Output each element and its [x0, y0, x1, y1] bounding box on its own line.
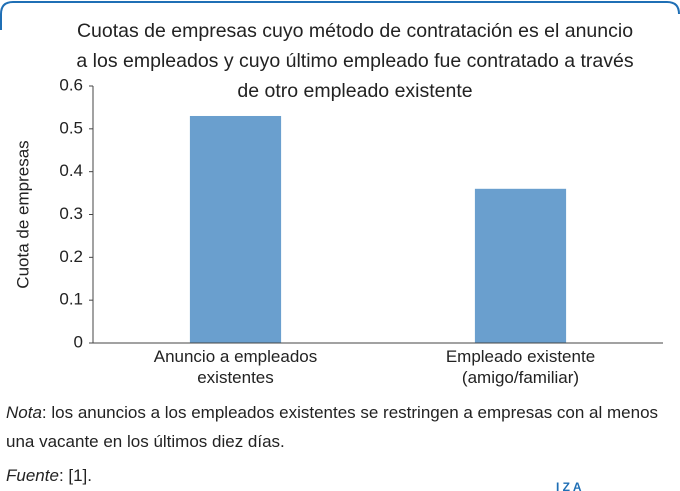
source-text: : [1].	[58, 466, 93, 485]
note: Nota: los anuncios a los empleados exist…	[6, 398, 676, 456]
source: Fuente: [1].	[6, 466, 92, 486]
note-label: Nota	[6, 403, 42, 422]
note-text: : los anuncios a los empleados existente…	[6, 403, 659, 451]
chart-title: Cuotas de empresas cuyo método de contra…	[76, 20, 634, 102]
y-tick-label: 0.3	[59, 204, 83, 223]
y-axis-label: Cuota de empresas	[13, 140, 32, 288]
y-tick-label: 0.6	[59, 75, 83, 94]
y-tick-label: 0.5	[59, 118, 83, 137]
x-tick-label: Anuncio a empleados existentes	[153, 347, 318, 387]
bar	[474, 188, 567, 343]
bar	[189, 115, 282, 343]
y-tick-label: 0	[74, 332, 83, 351]
logo: I Z A	[556, 480, 582, 491]
y-tick-label: 0.2	[59, 247, 83, 266]
y-tick-label: 0.1	[59, 290, 83, 309]
source-label: Fuente	[6, 466, 59, 485]
x-tick-label: Empleado existente (amigo/familiar)	[445, 347, 596, 387]
y-tick-label: 0.4	[59, 161, 83, 180]
frame	[0, 1, 680, 30]
